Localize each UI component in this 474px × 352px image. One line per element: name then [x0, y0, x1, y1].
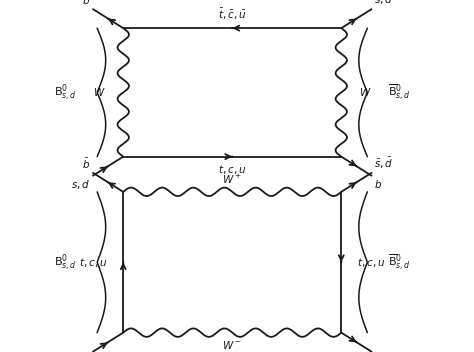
- Text: $\bar{b}$: $\bar{b}$: [82, 0, 90, 7]
- Text: $\bar{s},\bar{d}$: $\bar{s},\bar{d}$: [374, 0, 394, 7]
- Text: $\overline{\mathrm{B}}^0_{s,d}$: $\overline{\mathrm{B}}^0_{s,d}$: [388, 82, 410, 102]
- Text: B$^0_{s,d}$: B$^0_{s,d}$: [54, 252, 77, 273]
- Text: $s, d$: $s, d$: [71, 178, 90, 191]
- Text: $W^-$: $W^-$: [222, 339, 242, 351]
- Text: $t, c, u$: $t, c, u$: [218, 163, 246, 176]
- Text: $\overline{\mathrm{B}}^0_{s,d}$: $\overline{\mathrm{B}}^0_{s,d}$: [388, 252, 410, 272]
- Text: $\bar{b}$: $\bar{b}$: [82, 157, 90, 171]
- Text: $b$: $b$: [374, 178, 383, 190]
- Text: $W$: $W$: [93, 86, 106, 99]
- Text: $\bar{s},\bar{d}$: $\bar{s},\bar{d}$: [374, 156, 394, 171]
- Text: $W$: $W$: [359, 86, 372, 99]
- Text: $t, c, u$: $t, c, u$: [79, 256, 107, 269]
- Text: $\bar{t},\bar{c},\bar{u}$: $\bar{t},\bar{c},\bar{u}$: [218, 7, 246, 22]
- Text: $t, c, u$: $t, c, u$: [357, 256, 386, 269]
- Text: $W^+$: $W^+$: [222, 172, 242, 186]
- Text: B$^0_{s,d}$: B$^0_{s,d}$: [54, 82, 77, 103]
